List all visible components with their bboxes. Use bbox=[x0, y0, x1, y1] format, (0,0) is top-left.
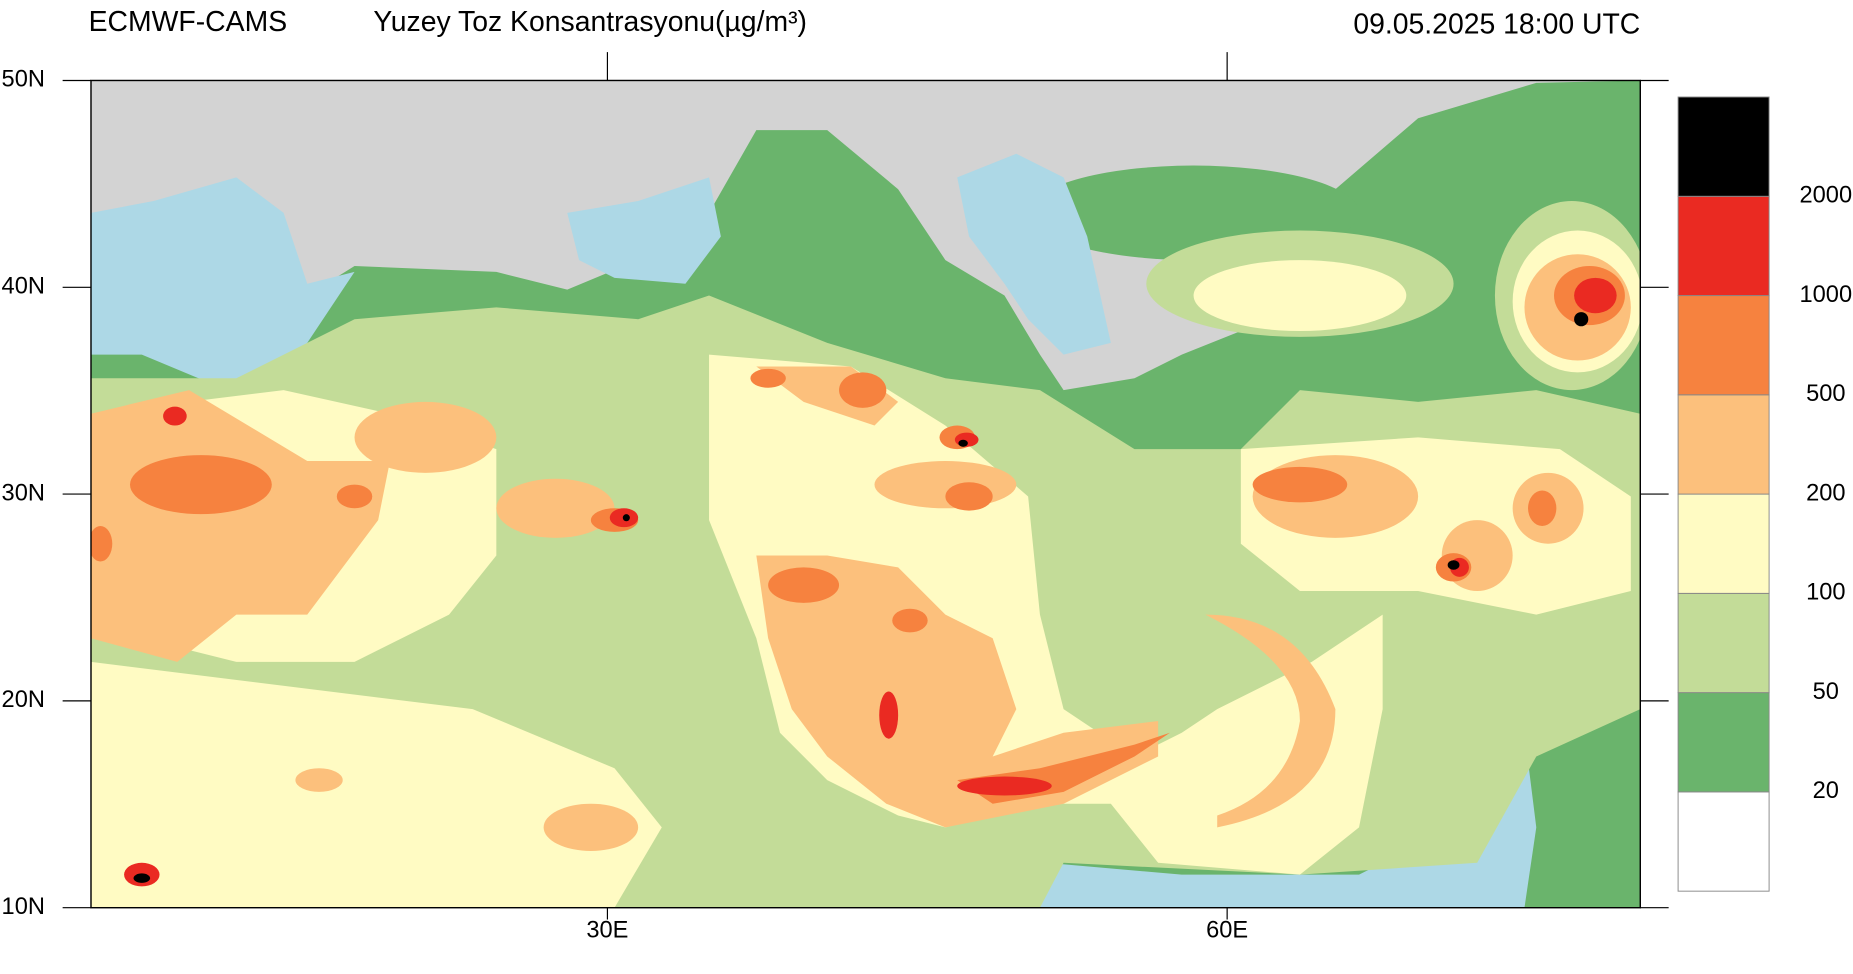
colorbar-label: 2000 bbox=[1800, 183, 1853, 209]
contour-500 bbox=[1252, 466, 1348, 503]
contour-500 bbox=[768, 567, 840, 603]
colorbar-label: 500 bbox=[1806, 381, 1845, 407]
colorbar-label: 1000 bbox=[1800, 282, 1853, 308]
contour-500 bbox=[336, 484, 373, 509]
map-title: Yuzey Toz Konsantrasyonu(µg/m³) bbox=[373, 6, 807, 38]
contour-200 bbox=[496, 478, 615, 538]
y-tick-label: 30N bbox=[2, 480, 45, 506]
contour-200 bbox=[1205, 614, 1336, 828]
contour-1000 bbox=[1574, 277, 1617, 314]
y-tick-label: 10N bbox=[2, 894, 45, 920]
contour-500 bbox=[892, 608, 928, 633]
colorbar-box bbox=[1677, 791, 1770, 892]
contour-200 bbox=[756, 555, 1159, 828]
contour-1000 bbox=[879, 691, 899, 739]
y-tick-label: 20N bbox=[2, 687, 45, 713]
colorbar-label: 50 bbox=[1813, 679, 1839, 705]
y-tick-label: 50N bbox=[2, 67, 45, 93]
colorbar-box bbox=[1677, 295, 1770, 396]
contour-200 bbox=[543, 803, 639, 851]
contour-200 bbox=[354, 401, 497, 473]
contour-100 bbox=[1193, 260, 1407, 332]
x-tick-label: 30E bbox=[586, 918, 628, 944]
contour-200 bbox=[295, 768, 343, 792]
x-tick-label: 60E bbox=[1206, 918, 1248, 944]
contour-2000 bbox=[958, 439, 968, 447]
colorbar-box bbox=[1677, 195, 1770, 297]
contour-100 bbox=[90, 661, 662, 908]
contour-2000 bbox=[133, 873, 151, 883]
contour-200 bbox=[874, 461, 1017, 509]
contour-500 bbox=[129, 455, 272, 515]
colorbar-label: 100 bbox=[1806, 580, 1845, 606]
contour-2000 bbox=[622, 514, 630, 522]
colorbar-box bbox=[1677, 692, 1770, 793]
colorbar-label: 20 bbox=[1813, 778, 1839, 804]
colorbar-box bbox=[1677, 394, 1770, 495]
sea bbox=[567, 177, 721, 284]
colorbar-box bbox=[1677, 96, 1770, 197]
sea bbox=[957, 153, 1111, 355]
contour-2000 bbox=[1447, 560, 1460, 570]
contour-500 bbox=[945, 482, 993, 511]
colorbar-box bbox=[1677, 592, 1770, 694]
contour-200 bbox=[90, 390, 390, 662]
contour-1000 bbox=[163, 406, 187, 426]
contour-500 bbox=[1528, 490, 1557, 526]
contour-1000 bbox=[957, 776, 1052, 796]
contour-500 bbox=[90, 526, 113, 562]
y-tick-label: 40N bbox=[2, 274, 45, 300]
colorbar-label: 200 bbox=[1806, 480, 1845, 506]
contour-2000 bbox=[1574, 312, 1589, 327]
contour-500 bbox=[750, 368, 786, 388]
source-label: ECMWF-CAMS bbox=[89, 6, 287, 38]
contour-500 bbox=[839, 372, 887, 408]
valid-time: 09.05.2025 18:00 UTC bbox=[1353, 9, 1640, 41]
colorbar-box bbox=[1677, 493, 1770, 594]
dust-field bbox=[90, 80, 1641, 908]
